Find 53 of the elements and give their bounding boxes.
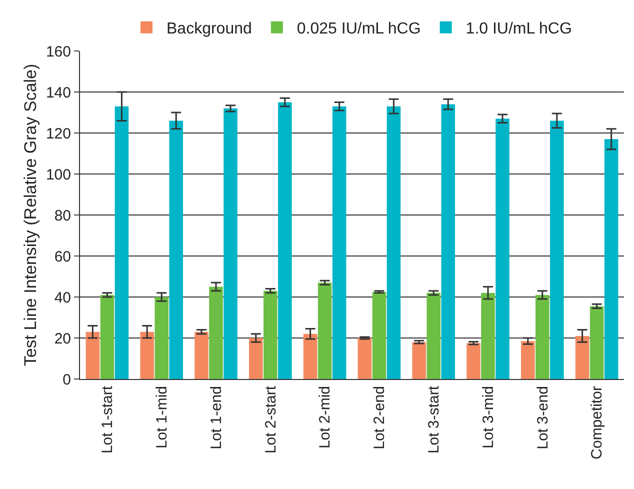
y-tick-label: 20 (54, 330, 71, 348)
bar (154, 297, 168, 379)
bar (264, 290, 278, 379)
bar (550, 120, 564, 379)
bar (194, 332, 208, 379)
bar (441, 104, 455, 379)
bar (169, 120, 183, 379)
x-tick-label: Lot 1-mid (153, 386, 170, 449)
legend-label: 1.0 IU/mL hCG (466, 20, 572, 38)
y-tick-label: 120 (46, 125, 71, 142)
bar (496, 118, 510, 379)
x-tick-label: Competitor (588, 386, 606, 460)
x-tick-label: Lot 3-mid (480, 386, 497, 449)
bar (372, 292, 386, 379)
bar (481, 292, 495, 379)
bar (332, 106, 346, 379)
x-tick-label: Lot 1-end (208, 386, 225, 450)
x-tick-label: Lot 2-mid (316, 386, 334, 449)
y-tick-label: 60 (54, 248, 71, 266)
y-tick-label: 80 (54, 207, 71, 224)
bar (140, 332, 154, 379)
x-tick-label: Lot 1-start (99, 385, 116, 454)
legend-label: 0.025 IU/mL hCG (296, 20, 421, 38)
bar (303, 334, 318, 379)
bar (412, 342, 426, 379)
y-tick-label: 100 (46, 166, 71, 184)
y-tick-label: 40 (54, 289, 71, 306)
bar (358, 338, 372, 379)
x-tick-label: Lot 2-end (371, 386, 388, 450)
bar (209, 286, 223, 379)
bar (604, 139, 618, 379)
y-axis-title: Test Line Intensity (Relative Gray Scale) (21, 64, 40, 366)
bar (278, 102, 292, 379)
bar (466, 343, 480, 379)
y-tick-label: 0 (62, 371, 71, 388)
bar (100, 294, 114, 379)
x-tick-label: Lot 3-start (425, 385, 442, 454)
bar (386, 106, 401, 379)
legend-label: Background (166, 20, 252, 38)
bar (318, 282, 332, 379)
y-tick-label: 140 (46, 84, 71, 102)
bar (249, 338, 263, 379)
bar (590, 306, 604, 379)
bar (86, 332, 100, 379)
bar (224, 108, 238, 379)
x-tick-label: Lot 2-start (262, 385, 280, 454)
bar (521, 341, 535, 379)
bar (536, 294, 550, 379)
bar (575, 336, 590, 379)
bar (426, 292, 440, 379)
x-tick-label: Lot 3-end (534, 386, 552, 450)
y-tick-label: 160 (46, 43, 71, 60)
bar (114, 106, 129, 379)
